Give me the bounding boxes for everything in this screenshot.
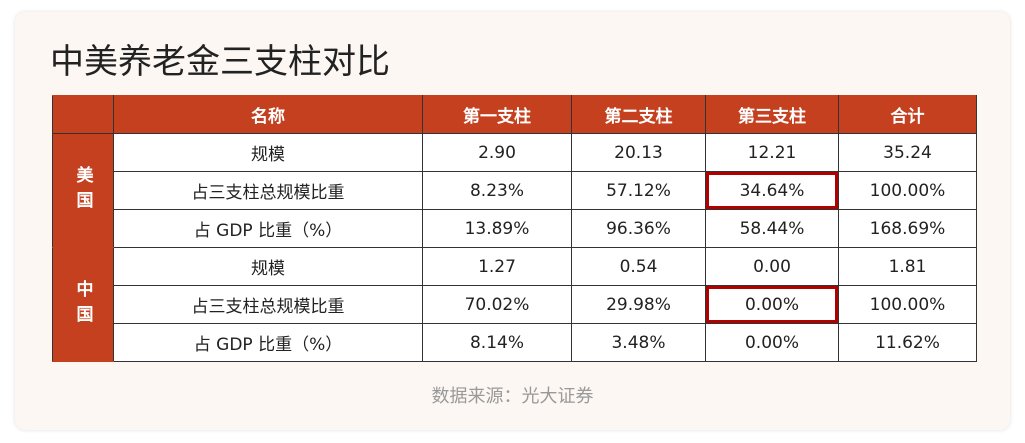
table-body: 美国 规模 2.90 20.13 12.21 35.24 占三支柱总规模比重 8.23% 57.… bbox=[52, 133, 977, 362]
cell: 34.64% bbox=[705, 171, 839, 210]
cell: 29.98% bbox=[571, 285, 706, 324]
header-cell: 第三支柱 bbox=[705, 95, 839, 134]
row-label: 占 GDP 比重（%） bbox=[113, 209, 423, 248]
table-row: 美国 规模 2.90 20.13 12.21 35.24 bbox=[52, 133, 977, 248]
title: 中美养老金三支柱对比 bbox=[50, 42, 390, 82]
cell: 100.00% bbox=[838, 171, 977, 210]
cell: 13.89% bbox=[422, 209, 572, 248]
cell: 57.12% bbox=[571, 171, 706, 210]
header-cell: 名称 bbox=[113, 95, 423, 134]
cell: 1.81 bbox=[838, 247, 977, 286]
row-label: 规模 bbox=[113, 133, 423, 172]
source-note: 数据来源：光大证券 bbox=[431, 386, 594, 407]
cell: 0.00% bbox=[705, 285, 839, 324]
header-cell: 第一支柱 bbox=[422, 95, 572, 134]
row-label: 占 GDP 比重（%） bbox=[113, 323, 423, 362]
cell: 100.00% bbox=[838, 285, 977, 324]
header-cell: 第二支柱 bbox=[571, 95, 706, 134]
card: 中美养老金三支柱对比 名称 第一支柱 第二支柱 第三支柱 合计 美国 规模 2.90 20.1… bbox=[15, 12, 1010, 430]
cell: 8.23% bbox=[422, 171, 572, 210]
corner-cell bbox=[52, 95, 114, 134]
cell: 12.21 bbox=[705, 133, 839, 172]
table-row: 中国 规模 1.27 0.54 0.00 1.81 bbox=[52, 247, 977, 362]
table-row: 占 GDP 比重（%） 8.14% 3.48% 0.00% 11.62% bbox=[53, 323, 977, 362]
cell: 0.00 bbox=[705, 247, 839, 286]
cell: 3.48% bbox=[571, 323, 706, 362]
table-row: 占 GDP 比重（%） 13.89% 96.36% 58.44% 168.69% bbox=[53, 209, 977, 248]
header-row: 名称 第一支柱 第二支柱 第三支柱 合计 bbox=[52, 95, 977, 134]
cell: 0.54 bbox=[571, 247, 706, 286]
cell: 58.44% bbox=[705, 209, 839, 248]
group-cell: 美国 bbox=[52, 133, 114, 248]
comparison-table: 名称 第一支柱 第二支柱 第三支柱 合计 美国 规模 2.90 20.13 12.21 35.24… bbox=[52, 95, 977, 362]
cell: 8.14% bbox=[422, 323, 572, 362]
cell: 20.13 bbox=[571, 133, 706, 172]
row-label: 占三支柱总规模比重 bbox=[113, 285, 423, 324]
cell: 35.24 bbox=[838, 133, 977, 172]
row-label: 规模 bbox=[113, 247, 423, 286]
cell: 11.62% bbox=[838, 323, 977, 362]
cell: 96.36% bbox=[571, 209, 706, 248]
cell: 0.00% bbox=[705, 323, 839, 362]
group-cell: 中国 bbox=[52, 247, 114, 362]
header-cell: 合计 bbox=[838, 95, 977, 134]
cell: 1.27 bbox=[422, 247, 572, 286]
cell: 168.69% bbox=[838, 209, 977, 248]
table-row: 占三支柱总规模比重 8.23% 57.12% 34.64% 100.00% bbox=[53, 171, 977, 210]
row-label: 占三支柱总规模比重 bbox=[113, 171, 423, 210]
cell: 70.02% bbox=[422, 285, 572, 324]
cell: 2.90 bbox=[422, 133, 572, 172]
table-row: 占三支柱总规模比重 70.02% 29.98% 0.00% 100.00% bbox=[53, 285, 977, 324]
